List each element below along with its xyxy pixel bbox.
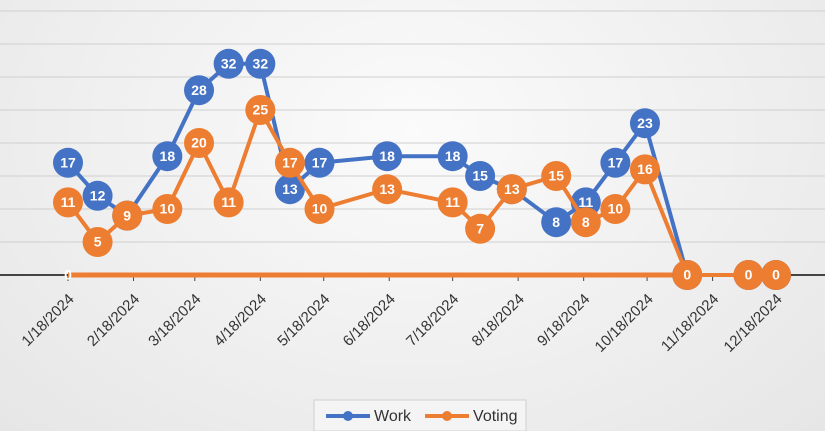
- data-label: 18: [379, 148, 395, 164]
- marker: [629, 154, 660, 185]
- data-label: 17: [282, 155, 298, 171]
- marker: [465, 213, 496, 244]
- marker: [600, 194, 631, 224]
- marker: [733, 260, 764, 290]
- data-label: 0: [64, 267, 72, 283]
- marker: [274, 147, 305, 178]
- data-label: 32: [221, 56, 237, 72]
- data-label: 15: [548, 168, 564, 184]
- marker: [672, 260, 703, 290]
- data-label: 10: [160, 201, 176, 217]
- marker: [274, 174, 305, 205]
- marker: [53, 147, 83, 178]
- x-tick-label: 9/18/2024: [534, 291, 593, 350]
- marker: [570, 207, 601, 238]
- marker: [629, 108, 660, 139]
- data-label: 17: [312, 155, 328, 171]
- data-label: 23: [637, 115, 653, 131]
- x-tick-label: 8/18/2024: [469, 291, 528, 350]
- marker: [152, 194, 183, 224]
- marker: [245, 95, 276, 125]
- data-label: 13: [282, 181, 298, 197]
- data-label: 0: [745, 267, 753, 283]
- x-tick-label: 5/18/2024: [274, 291, 333, 350]
- data-label: 10: [312, 201, 328, 217]
- marker: [112, 200, 143, 231]
- marker: [152, 141, 183, 172]
- legend-label: Voting: [473, 408, 517, 425]
- marker: [541, 161, 572, 191]
- legend-label: Work: [374, 408, 412, 425]
- marker: [82, 180, 113, 211]
- x-tick-label: 7/18/2024: [403, 291, 462, 350]
- data-label: 12: [90, 188, 106, 204]
- data-label: 0: [772, 267, 780, 283]
- marker: [372, 174, 403, 205]
- marker: [372, 141, 403, 172]
- x-tick-label: 12/18/2024: [721, 291, 786, 356]
- marker: [184, 75, 215, 106]
- data-label: 16: [637, 161, 653, 177]
- data-label: 9: [123, 207, 131, 223]
- data-label: 17: [608, 155, 624, 171]
- data-label: 28: [191, 82, 207, 98]
- data-label: 17: [60, 155, 76, 171]
- data-label: 7: [476, 221, 484, 237]
- data-label: 15: [472, 168, 488, 184]
- marker: [496, 174, 527, 205]
- marker: [761, 260, 791, 290]
- series-line: [66, 108, 776, 277]
- x-tick-label: 6/18/2024: [340, 291, 399, 350]
- x-tick-label: 1/18/2024: [18, 291, 77, 350]
- data-label: 8: [552, 214, 560, 230]
- data-label: 18: [160, 148, 176, 164]
- data-label: 25: [253, 102, 269, 118]
- marker: [304, 147, 335, 178]
- marker: [245, 48, 276, 79]
- marker: [213, 187, 244, 218]
- data-label: 11: [61, 194, 76, 210]
- x-tick-label: 11/18/2024: [658, 291, 722, 355]
- marker: [184, 128, 215, 158]
- data-label: 13: [504, 181, 520, 197]
- data-label: 8: [582, 214, 590, 230]
- x-tick-label: 2/18/2024: [84, 291, 143, 350]
- data-label: 0: [683, 267, 691, 283]
- data-label: 11: [445, 194, 460, 210]
- marker: [304, 194, 335, 224]
- legend-marker: [442, 411, 453, 421]
- data-label: 32: [253, 56, 269, 72]
- marker: [82, 227, 113, 257]
- data-label: 20: [191, 135, 207, 151]
- marker: [53, 187, 83, 218]
- marker: [437, 187, 468, 218]
- data-label: 18: [445, 148, 461, 164]
- x-tick-label: 3/18/2024: [145, 291, 204, 350]
- data-label: 5: [94, 234, 102, 250]
- data-label: 13: [379, 181, 395, 197]
- data-label: 11: [221, 194, 236, 210]
- marker: [600, 147, 631, 178]
- marker: [437, 141, 468, 172]
- marker: [465, 161, 496, 191]
- marker: [541, 207, 572, 238]
- data-label: 10: [608, 201, 624, 217]
- x-tick-label: 10/18/2024: [592, 291, 657, 356]
- data-label: 11: [578, 194, 593, 210]
- x-tick-label: 4/18/2024: [211, 291, 270, 350]
- legend-marker: [343, 411, 353, 421]
- marker: [213, 48, 244, 79]
